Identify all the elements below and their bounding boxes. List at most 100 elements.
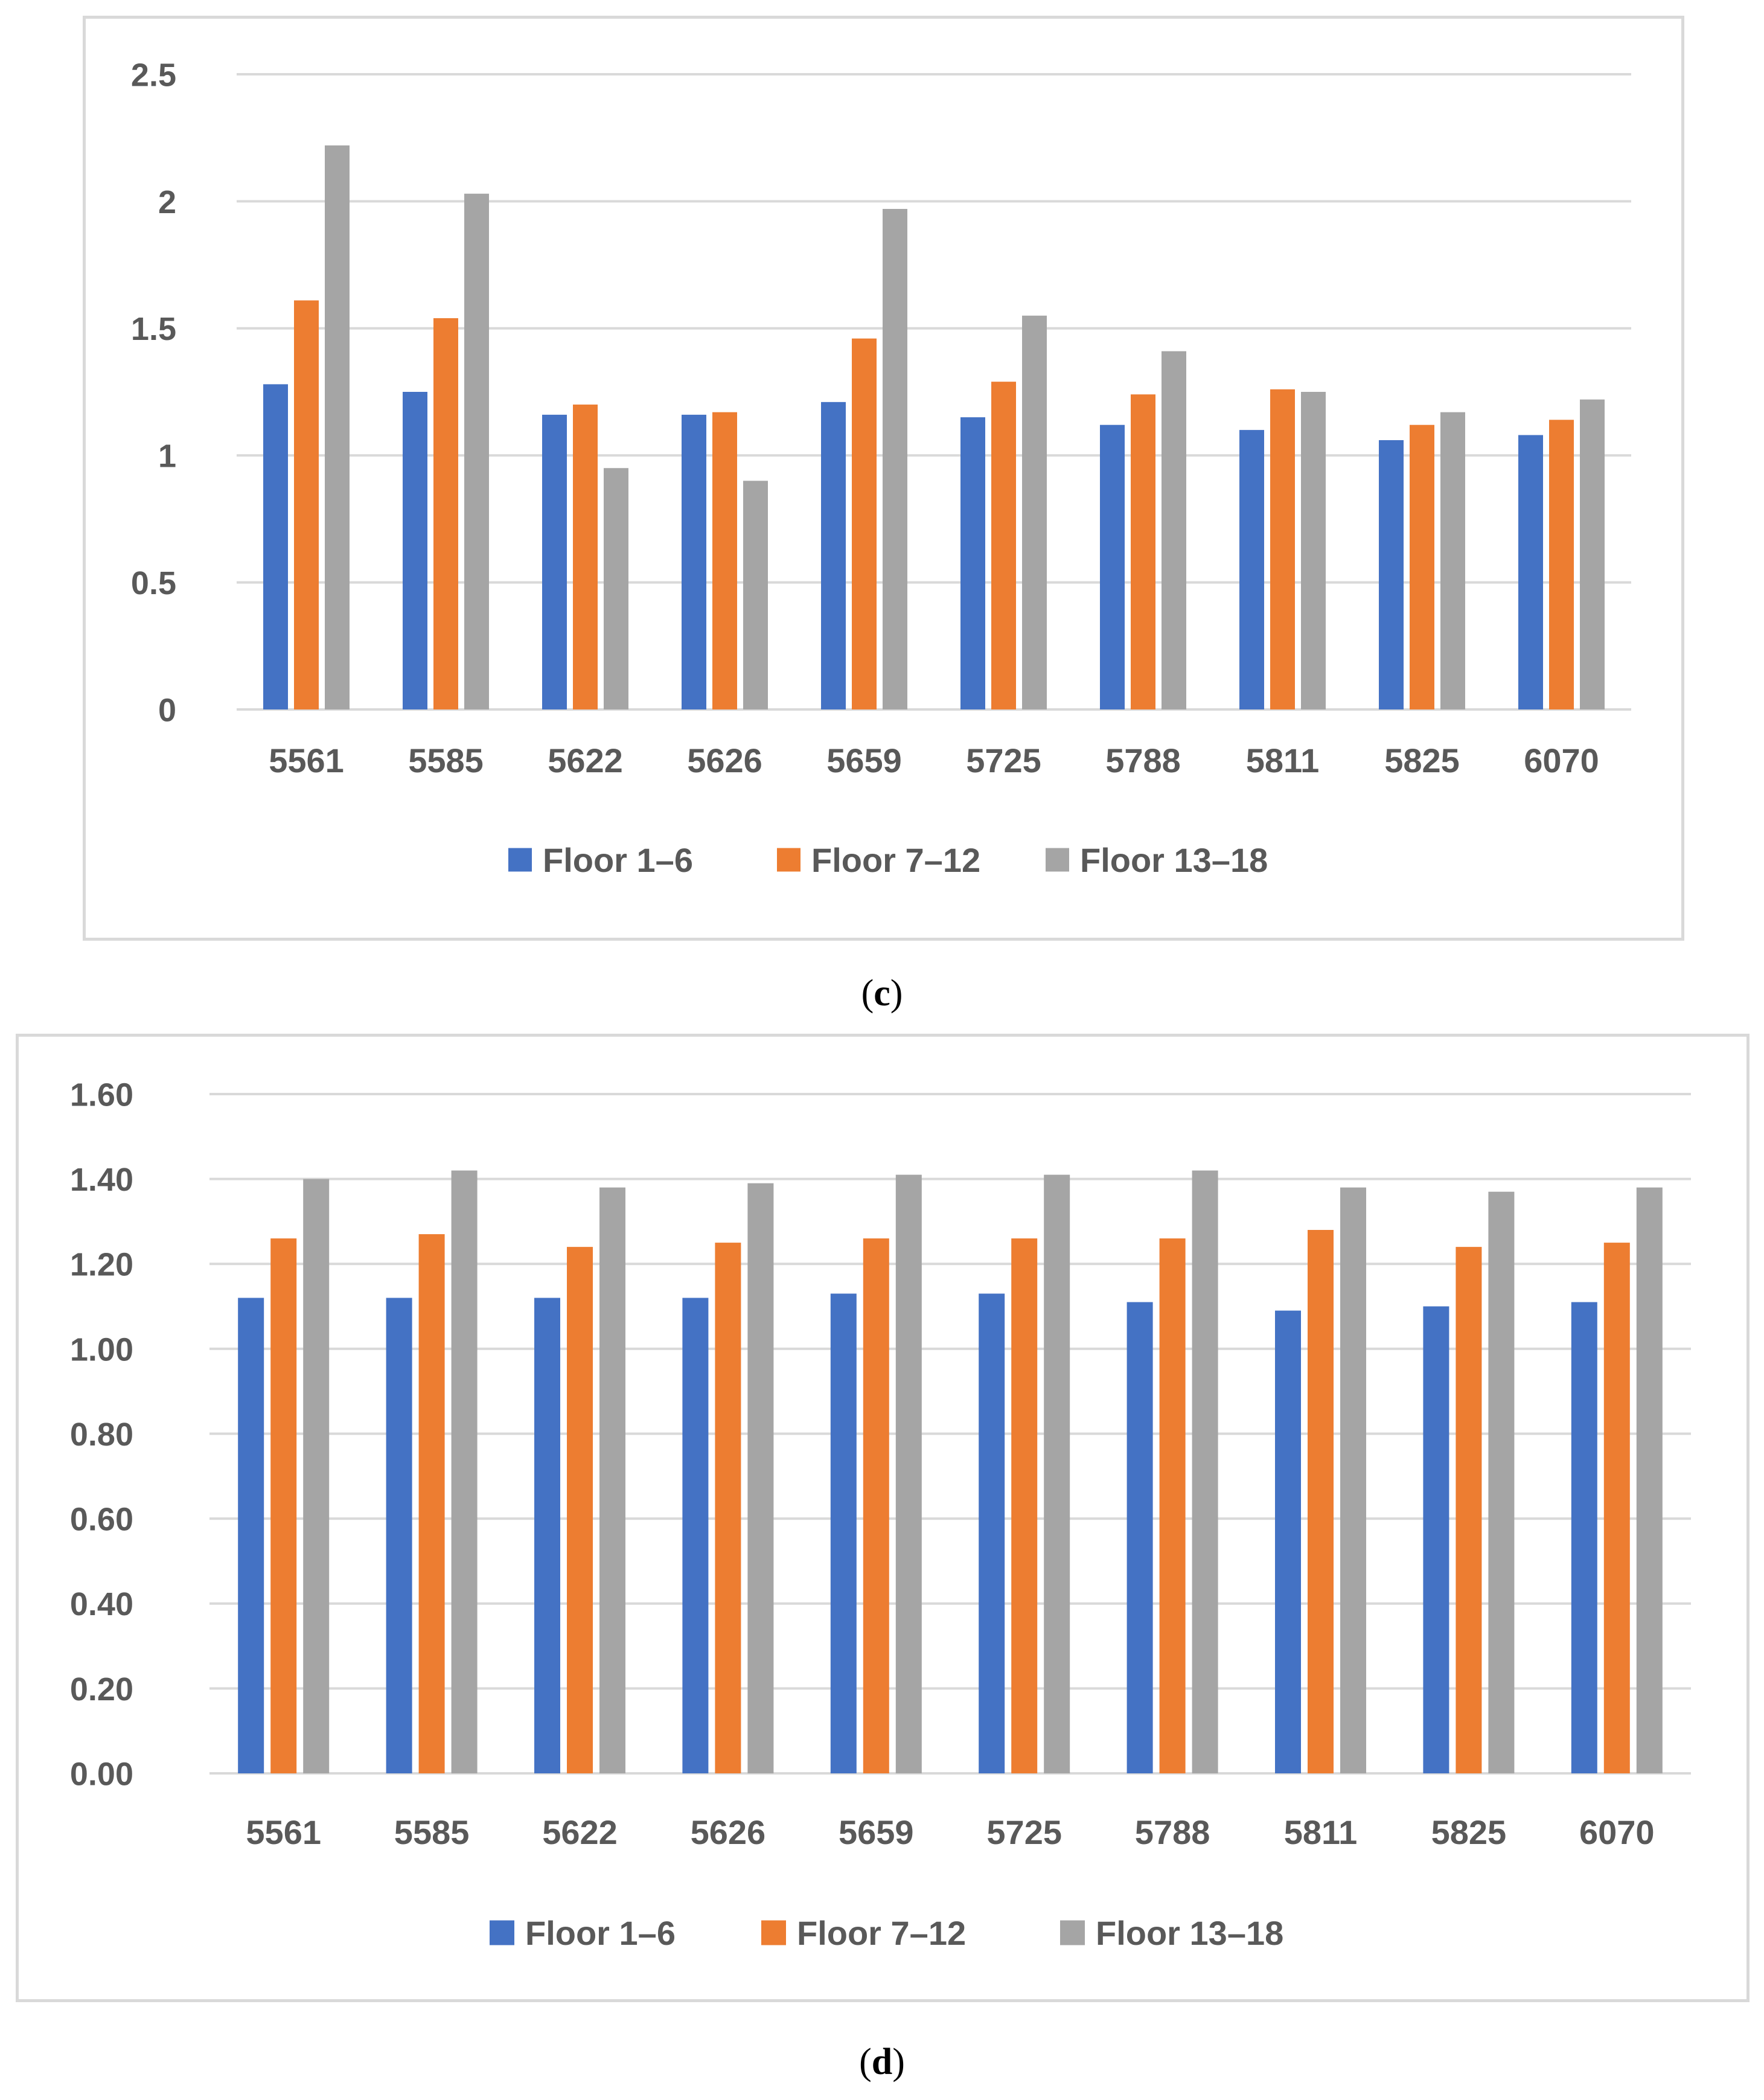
x-tick-label: 5622 bbox=[548, 741, 623, 779]
chart-panel-d: 0.00 0.20 0.40 0.60 0.80 1.00 1.20 1.40 1.60 5561… bbox=[16, 1034, 1750, 2002]
y-tick-label: 0 bbox=[158, 692, 176, 728]
bar-5585-series-2 bbox=[433, 318, 458, 709]
y-tick-label: 0.80 bbox=[70, 1417, 133, 1453]
legend-label: Floor 13–18 bbox=[1096, 1914, 1283, 1952]
bar-5725-series-3 bbox=[1022, 315, 1047, 709]
bar-5561-series-1 bbox=[238, 1298, 264, 1773]
x-tick-label: 5788 bbox=[1135, 1813, 1210, 1851]
x-tick-label: 5626 bbox=[691, 1813, 766, 1851]
x-tick-label: 5585 bbox=[408, 741, 484, 779]
bar-5585-series-3 bbox=[464, 193, 489, 709]
y-tick-label: 1.60 bbox=[70, 1077, 133, 1113]
bar-5825-series-3 bbox=[1440, 412, 1465, 709]
y-tick-label: 1.40 bbox=[70, 1162, 133, 1198]
bar-5811-series-1 bbox=[1239, 430, 1264, 709]
x-tick-label: 5811 bbox=[1284, 1813, 1358, 1851]
bar-5825-series-2 bbox=[1456, 1247, 1482, 1773]
legend-label: Floor 13–18 bbox=[1080, 841, 1268, 879]
legend-swatch bbox=[761, 1920, 786, 1945]
bar-6070-series-3 bbox=[1580, 399, 1605, 709]
bar-5725-series-1 bbox=[960, 417, 985, 709]
legend-swatch bbox=[508, 848, 532, 872]
y-tick-label: 0.20 bbox=[70, 1671, 133, 1708]
caption-c-letter: c bbox=[874, 973, 890, 1014]
bar-5626-series-2 bbox=[715, 1243, 741, 1773]
bar-5825-series-2 bbox=[1410, 424, 1434, 709]
bar-5725-series-2 bbox=[1011, 1238, 1038, 1773]
bar-5659-series-2 bbox=[852, 338, 877, 709]
bar-5811-series-3 bbox=[1340, 1187, 1366, 1773]
bar-5626-series-2 bbox=[712, 412, 737, 709]
legend-swatch bbox=[1046, 848, 1069, 872]
chart-d: 0.00 0.20 0.40 0.60 0.80 1.00 1.20 1.40 1.60 5561… bbox=[70, 1077, 1691, 1952]
legend-swatch bbox=[490, 1920, 514, 1945]
bar-5825-series-3 bbox=[1488, 1191, 1515, 1773]
bar-5659-series-1 bbox=[830, 1293, 857, 1773]
bar-5626-series-3 bbox=[743, 481, 768, 709]
bar-6070-series-3 bbox=[1636, 1187, 1663, 1773]
legend-label: Floor 1–6 bbox=[543, 841, 693, 879]
y-tick-label: 0.60 bbox=[70, 1502, 133, 1538]
x-tick-label: 5788 bbox=[1105, 741, 1181, 779]
y-tick-label: 1.20 bbox=[70, 1247, 133, 1283]
bar-5622-series-1 bbox=[542, 414, 567, 709]
x-tick-label: 5659 bbox=[826, 741, 902, 779]
bar-5561-series-3 bbox=[325, 145, 350, 710]
bar-5659-series-1 bbox=[821, 402, 846, 709]
bar-5585-series-2 bbox=[418, 1234, 445, 1773]
caption-d: (d) bbox=[859, 2041, 905, 2082]
y-tick-label: 2.5 bbox=[131, 57, 176, 93]
bar-5585-series-1 bbox=[386, 1298, 412, 1773]
bar-5788-series-2 bbox=[1159, 1238, 1186, 1773]
bar-5585-series-1 bbox=[403, 392, 427, 709]
bar-5725-series-2 bbox=[991, 382, 1016, 709]
x-tick-label: 5561 bbox=[269, 741, 344, 779]
bar-5825-series-1 bbox=[1423, 1306, 1449, 1773]
bar-5626-series-1 bbox=[682, 414, 706, 709]
y-tick-label: 1 bbox=[158, 438, 176, 475]
bar-6070-series-1 bbox=[1571, 1302, 1597, 1773]
bar-5561-series-2 bbox=[270, 1238, 297, 1773]
bar-5811-series-1 bbox=[1275, 1310, 1301, 1773]
x-tick-label: 5725 bbox=[986, 1813, 1062, 1851]
bar-5725-series-3 bbox=[1044, 1174, 1070, 1773]
y-tick-label: 0.40 bbox=[70, 1586, 133, 1622]
legend-label: Floor 7–12 bbox=[811, 841, 980, 879]
bar-5622-series-2 bbox=[573, 405, 598, 709]
bar-5659-series-3 bbox=[883, 209, 907, 709]
bar-5825-series-1 bbox=[1379, 440, 1404, 709]
bar-5622-series-3 bbox=[604, 468, 628, 709]
y-tick-label: 2 bbox=[158, 184, 176, 220]
legend-label: Floor 1–6 bbox=[525, 1914, 676, 1952]
x-tick-label: 5622 bbox=[542, 1813, 618, 1851]
chart-c: 0 0.5 1 1.5 2 2.5 5561 5585 5622 5626 5659 5725 5788… bbox=[131, 57, 1631, 879]
chart-panel-c: 0 0.5 1 1.5 2 2.5 5561 5585 5622 5626 5659 5725 5788… bbox=[83, 16, 1684, 941]
x-tick-label: 6070 bbox=[1524, 741, 1599, 779]
bar-5561-series-3 bbox=[303, 1179, 330, 1773]
caption-c: (c) bbox=[861, 973, 903, 1014]
y-tick-label: 0.5 bbox=[131, 565, 176, 601]
bar-5659-series-2 bbox=[863, 1238, 889, 1773]
bar-5788-series-3 bbox=[1162, 351, 1186, 709]
legend-swatch bbox=[1060, 1920, 1085, 1945]
bar-5622-series-2 bbox=[567, 1247, 593, 1773]
caption-d-letter: d bbox=[871, 2041, 893, 2082]
bar-5811-series-2 bbox=[1270, 389, 1295, 709]
bar-5561-series-2 bbox=[294, 300, 319, 710]
bar-5659-series-3 bbox=[895, 1174, 922, 1773]
x-tick-label: 6070 bbox=[1579, 1813, 1655, 1851]
x-tick-label: 5659 bbox=[839, 1813, 914, 1851]
bar-5788-series-1 bbox=[1100, 424, 1125, 709]
bar-5811-series-3 bbox=[1301, 392, 1326, 709]
x-tick-label: 5561 bbox=[246, 1813, 321, 1851]
x-tick-label: 5825 bbox=[1431, 1813, 1507, 1851]
legend-label: Floor 7–12 bbox=[797, 1914, 966, 1952]
legend-swatch bbox=[777, 848, 801, 872]
y-tick-label: 1.00 bbox=[70, 1331, 133, 1368]
x-tick-label: 5825 bbox=[1384, 741, 1460, 779]
y-tick-label: 0.00 bbox=[70, 1756, 133, 1792]
bar-5788-series-3 bbox=[1192, 1170, 1218, 1773]
x-tick-label: 5725 bbox=[966, 741, 1041, 779]
bar-5788-series-1 bbox=[1126, 1302, 1153, 1773]
y-tick-label: 1.5 bbox=[131, 311, 176, 347]
